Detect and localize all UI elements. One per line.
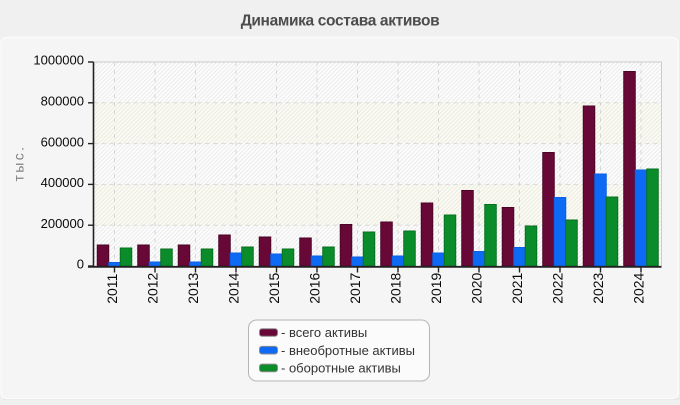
svg-text:200000: 200000	[41, 216, 84, 231]
svg-text:тыс.: тыс.	[11, 145, 27, 182]
svg-text:1000000: 1000000	[33, 53, 84, 68]
svg-text:2017: 2017	[347, 272, 363, 303]
svg-text:800000: 800000	[41, 94, 84, 109]
svg-text:2023: 2023	[590, 272, 606, 303]
svg-text:2021: 2021	[509, 272, 525, 303]
svg-text:2012: 2012	[145, 272, 161, 303]
svg-text:400000: 400000	[41, 175, 84, 190]
svg-text:2013: 2013	[185, 272, 201, 303]
svg-text:2022: 2022	[550, 272, 566, 303]
svg-text:0: 0	[77, 257, 84, 272]
svg-text:2016: 2016	[307, 272, 323, 303]
svg-text:2011: 2011	[104, 273, 120, 303]
svg-text:2020: 2020	[469, 272, 485, 303]
svg-text:600000: 600000	[41, 134, 84, 149]
svg-text:2024: 2024	[631, 272, 647, 303]
svg-text:Динамика состава активов: Динамика состава активов	[241, 13, 440, 30]
svg-text:- оборотные активы: - оборотные активы	[281, 361, 401, 376]
svg-text:2014: 2014	[226, 272, 242, 303]
svg-text:- внеобротные активы: - внеобротные активы	[281, 343, 415, 358]
svg-text:- всего активы: - всего активы	[281, 325, 367, 340]
svg-text:2019: 2019	[428, 272, 444, 303]
svg-text:2018: 2018	[388, 272, 404, 303]
svg-text:2015: 2015	[266, 272, 282, 303]
